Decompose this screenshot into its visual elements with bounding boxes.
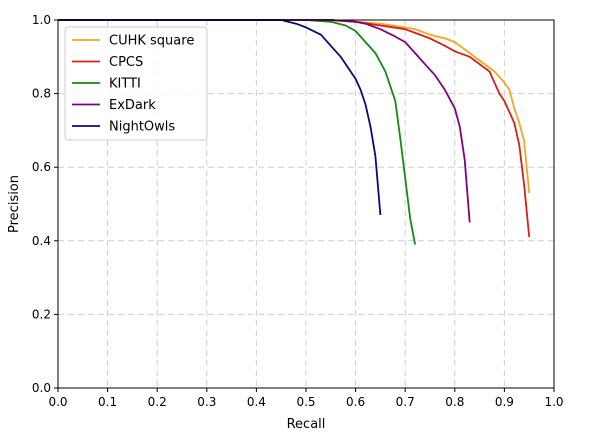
y-tick-label: 0.2 bbox=[32, 307, 51, 321]
legend-box bbox=[64, 26, 208, 141]
y-tick-label: 0.6 bbox=[32, 160, 51, 174]
legend-label: CUHK square bbox=[109, 34, 194, 49]
x-tick-label: 0.6 bbox=[346, 395, 365, 409]
legend-label: CPCS bbox=[109, 55, 143, 70]
x-tick-label: 0.7 bbox=[396, 395, 415, 409]
legend-label: KITTI bbox=[109, 77, 141, 92]
legend-label: ExDark bbox=[109, 98, 156, 113]
x-tick-label: 0.0 bbox=[48, 395, 67, 409]
x-axis-label: Recall bbox=[287, 417, 326, 432]
series-lines bbox=[58, 19, 531, 245]
y-axis-label: Precision bbox=[7, 175, 22, 233]
series-line-cuhk-square bbox=[58, 19, 531, 194]
y-tick-label: 0.0 bbox=[32, 381, 51, 395]
series-line-exdark bbox=[58, 19, 471, 223]
x-tick-label: 0.2 bbox=[148, 395, 167, 409]
x-tick-label: 0.9 bbox=[495, 395, 514, 409]
series-line-nightowls bbox=[58, 19, 382, 216]
legend: CUHK square CPCS KITTI ExDark NightOwls bbox=[64, 26, 208, 141]
x-tick-label: 0.5 bbox=[296, 395, 315, 409]
x-tick-label: 1.0 bbox=[544, 395, 563, 409]
y-tick-label: 0.8 bbox=[32, 87, 51, 101]
x-tick-label: 0.8 bbox=[445, 395, 464, 409]
series-line-cpcs bbox=[58, 19, 531, 238]
x-tick-label: 0.4 bbox=[247, 395, 266, 409]
legend-label: NightOwls bbox=[109, 120, 175, 135]
y-tick-label: 0.4 bbox=[32, 234, 51, 248]
y-tick-label: 1.0 bbox=[32, 13, 51, 27]
series-line-kitti bbox=[58, 19, 416, 245]
x-tick-label: 0.3 bbox=[197, 395, 216, 409]
axis-ticks: 0.0 0.1 0.2 0.3 0.4 0.5 0.6 0.7 0.8 0.9 1.0 0.0 0.2 0… bbox=[32, 13, 564, 409]
x-tick-label: 0.1 bbox=[98, 395, 117, 409]
